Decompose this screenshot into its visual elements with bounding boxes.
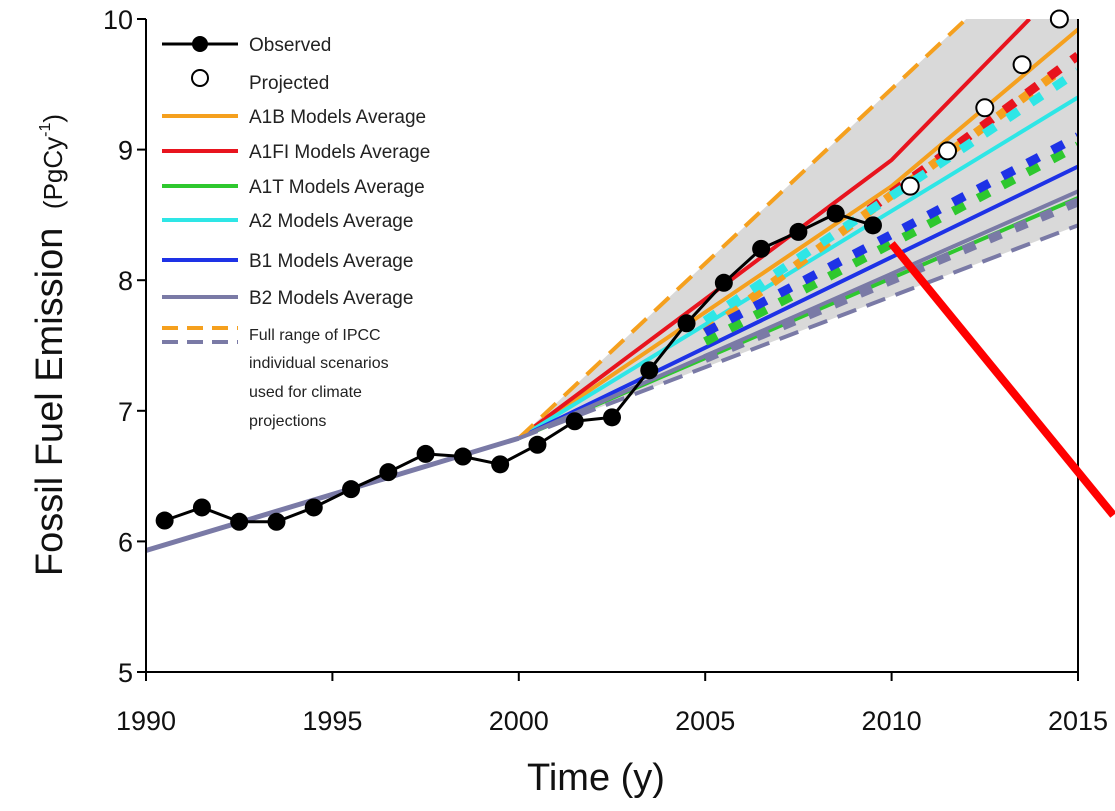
observed-point — [304, 498, 323, 517]
legend-observed: Observed — [162, 35, 331, 56]
legend-series-label-1: A1FI Models Average — [249, 142, 430, 163]
y-tick-label: 9 — [118, 136, 133, 166]
observed-point — [603, 408, 621, 427]
y-axis-title-unit: (PgCy — [38, 137, 68, 209]
x-axis-title: Time (y) — [527, 757, 665, 799]
series-line-4 — [517, 164, 1078, 441]
legend-range-line-3: used for climate — [249, 384, 362, 401]
x-tick-label: 2000 — [489, 706, 549, 736]
plot-area — [146, 19, 1078, 553]
annotation-arrow — [888, 241, 1115, 518]
x-tick-label: 2005 — [675, 706, 735, 736]
x-tick-label: 2015 — [1048, 706, 1108, 736]
observed-point — [453, 447, 472, 466]
series-dotted-5 — [703, 197, 1078, 363]
x-tick-label: 1990 — [116, 706, 176, 736]
legend: Observed Projected A1B Models Average A1F… — [162, 35, 430, 430]
observed-point — [640, 361, 659, 380]
observed-point — [379, 463, 398, 482]
annotation-arrow-layer — [888, 241, 1115, 518]
legend-range-line-1: Full range of IPCC — [249, 327, 381, 344]
y-tick-label: 10 — [103, 5, 133, 35]
legend-range-line-2: individual scenarios — [249, 355, 389, 372]
x-tick-label: 1995 — [302, 706, 362, 736]
observed-point — [267, 512, 286, 531]
observed-point — [230, 512, 249, 531]
observed-point — [155, 511, 174, 530]
series-line-5 — [517, 189, 1078, 441]
legend-projected-label: Projected — [249, 73, 329, 94]
observed-point — [528, 435, 547, 454]
y-tick-label: 7 — [118, 397, 133, 427]
observed-point — [714, 273, 733, 292]
legend-series-label-0: A1B Models Average — [249, 107, 426, 128]
series-dotted-0 — [702, 67, 1063, 337]
observed-point — [863, 216, 882, 235]
projected-point — [938, 141, 958, 161]
legend-series-label-5: B2 Models Average — [249, 288, 413, 309]
y-axis-title-close: ) — [38, 114, 68, 123]
y-tick-label: 8 — [118, 266, 133, 296]
observed-point — [826, 204, 845, 223]
y-axis-title-sup: -1 — [37, 123, 54, 137]
legend-series-entries: A1B Models Average A1FI Models Average A1T… — [162, 107, 430, 309]
legend-range-line-4: projections — [249, 413, 326, 430]
observed-point — [491, 455, 510, 474]
observed-point — [565, 412, 584, 431]
observed-point — [192, 498, 211, 517]
legend-projected: Projected — [191, 69, 329, 94]
legend-series-label-3: A2 Models Average — [249, 211, 413, 232]
legend-series-label-4: B1 Models Average — [249, 251, 413, 272]
observed-point — [416, 444, 435, 463]
series-line-0 — [517, 27, 1078, 440]
projected-point — [1049, 9, 1069, 29]
legend-projected-marker — [191, 69, 209, 87]
projected-point — [975, 98, 995, 118]
legend-series-label-2: A1T Models Average — [249, 177, 425, 198]
series-line-1 — [517, 19, 1031, 440]
projected-point — [900, 176, 920, 196]
x-tick-label: 2010 — [862, 706, 922, 736]
legend-observed-label: Observed — [249, 35, 331, 56]
y-axis-title: Fossil Fuel Emission (PgCy-1) — [29, 114, 71, 576]
observed-point — [677, 314, 696, 333]
tick-labels: 1990 1995 2000 2005 2010 2015 5 6 7 8 9 10 — [103, 5, 1108, 736]
projected-point — [1012, 55, 1032, 75]
legend-range: Full range of IPCC individual scenarios … — [162, 326, 389, 430]
range-lower-line — [518, 223, 1078, 441]
observed-point — [789, 222, 808, 241]
y-tick-label: 5 — [118, 658, 133, 688]
series-dotted-3 — [702, 67, 1078, 325]
y-axis-title-main: Fossil Fuel Emission — [29, 228, 71, 576]
axes — [137, 9, 1079, 681]
range-upper-line — [517, 19, 968, 440]
observed-point — [342, 480, 361, 499]
legend-observed-marker — [192, 36, 208, 52]
observed-point — [752, 239, 771, 258]
y-tick-label: 6 — [118, 527, 133, 557]
